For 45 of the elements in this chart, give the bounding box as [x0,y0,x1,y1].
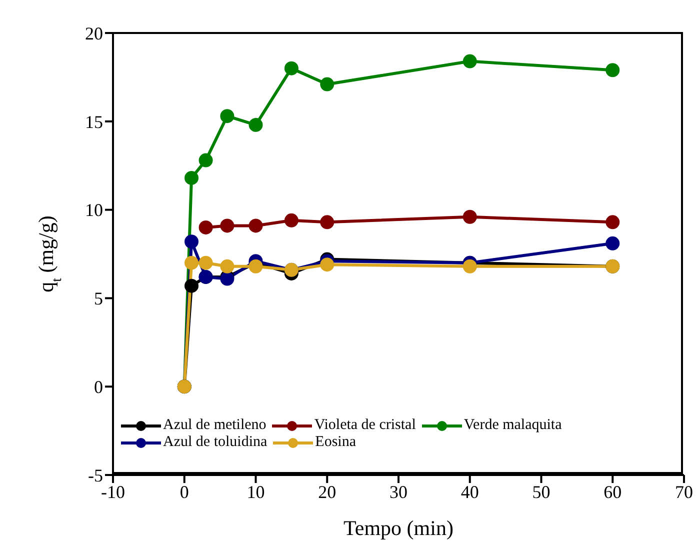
point [220,218,234,233]
x-axis-title: Tempo (min) [344,516,454,540]
point [198,220,213,234]
x-tick-label: 40 [460,482,479,502]
point [284,61,298,76]
y-tick-label: 5 [94,288,103,309]
legend-label: Azul de toluidina [163,434,268,451]
point [184,234,199,249]
point [248,118,263,132]
point [198,256,213,270]
point [248,218,263,233]
legend-label: Verde malaquita [464,417,562,434]
point [184,170,199,185]
point [220,259,234,274]
point [184,256,199,270]
legend-label: Violeta de cristal [314,417,416,434]
x-tick-label: 0 [180,482,189,502]
point [606,215,620,230]
y-tick-label: 20 [85,23,103,44]
legend-label: Eosina [315,434,356,451]
x-tick-label: 30 [390,482,408,502]
x-tick-label: -10 [101,482,125,502]
y-tick-label: -5 [88,465,103,486]
point [184,278,199,293]
x-tick-label: 10 [246,482,265,502]
point [462,210,477,224]
point [320,77,334,92]
point [606,236,620,250]
point [198,153,213,168]
point [284,213,298,228]
point [320,258,334,272]
point [462,259,477,274]
point [248,259,263,274]
x-tick-label: 60 [604,482,622,502]
legend-label: Azul de metileno [163,417,266,434]
point [220,109,234,124]
x-tick-label: 50 [532,482,550,502]
y-tick-label: 15 [85,112,103,132]
y-tick-label: 0 [94,376,103,397]
point [320,215,334,230]
y-tick-label: 10 [85,200,103,220]
point [606,63,620,78]
x-tick-label: 70 [675,482,693,502]
point [462,54,477,68]
x-tick-label: 20 [318,482,336,502]
